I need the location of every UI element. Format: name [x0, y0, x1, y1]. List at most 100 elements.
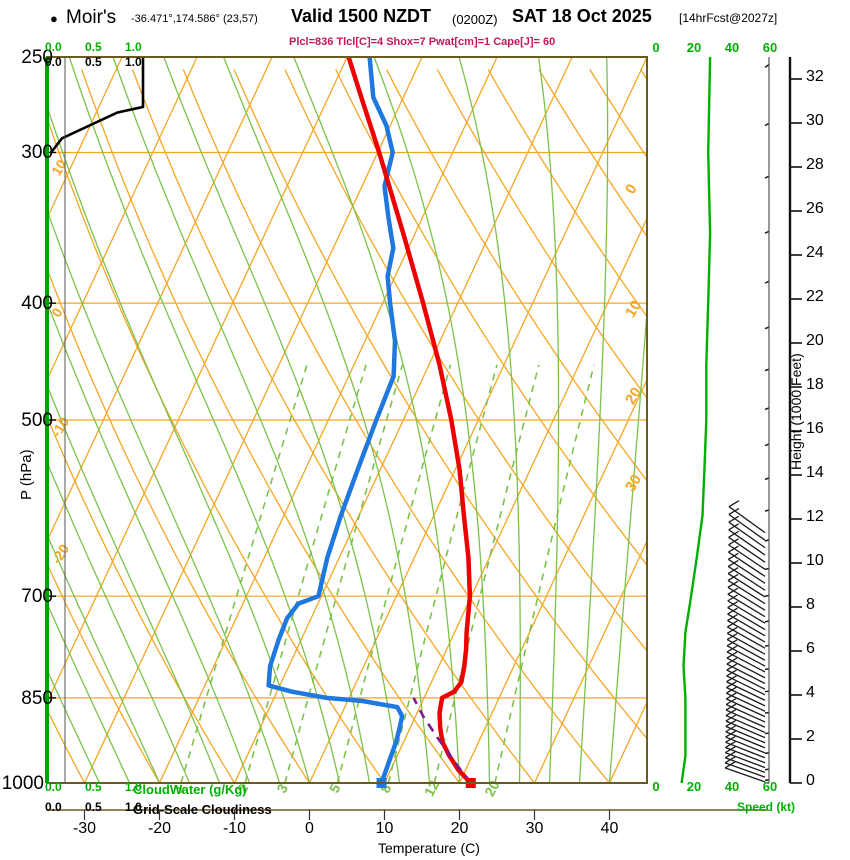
wind-barb: [726, 686, 766, 712]
wind-barb: [726, 651, 766, 679]
wind-barb: [726, 645, 766, 673]
height-axis-title: Height (1000 Feet): [788, 353, 804, 470]
cloudiness-scale-tick: 0.5: [85, 800, 102, 814]
dry-adiabat: [131, 69, 536, 783]
wind-barb: [727, 587, 766, 618]
pressure-tick-label: 1000: [1, 773, 44, 794]
cloudiness-scale-tick: 0.0: [45, 800, 62, 814]
height-tick-label: 14: [806, 464, 824, 481]
wind-speed-profile: [680, 56, 712, 784]
wind-barb: [725, 740, 766, 764]
speed-tick-label-bottom: 40: [724, 779, 740, 794]
wind-barb: [764, 509, 769, 512]
speed-tick-label-bottom: 20: [686, 779, 702, 794]
temperature-tick-label: 0: [305, 820, 314, 837]
height-tick-label: 26: [806, 200, 824, 217]
dry-adiabat: [47, 115, 386, 783]
cloudiness-scale-tick: 1.0: [125, 800, 142, 814]
temperature-tick-label: -10: [222, 820, 247, 837]
wind-barbs: [724, 63, 769, 783]
wind-barb: [764, 752, 769, 755]
dry-adiabat: [47, 561, 161, 783]
temperature-tick-label: 30: [525, 820, 544, 837]
wind-barb: [764, 668, 769, 671]
wind-barb: [764, 732, 769, 735]
axis-ticks: [83, 78, 802, 820]
wind-barb: [724, 751, 766, 774]
height-tick-label: 28: [806, 156, 824, 173]
wind-barb: [727, 580, 766, 611]
moist-adiabat: [608, 302, 647, 783]
plot-frame: [45, 56, 792, 811]
pressure-axis-title: P (hPa): [18, 449, 35, 500]
station-coordinates: -36.471°,174.586° (23,57): [131, 13, 258, 25]
speed-profile-line: [680, 56, 712, 784]
pressure-tick-label: 400: [21, 293, 53, 315]
isotherm: [533, 539, 647, 783]
wind-barb: [725, 719, 766, 744]
speed-tick-label-bottom: 60: [762, 779, 778, 794]
isotherm: [47, 57, 198, 382]
cloudiness-trace-line: [49, 57, 145, 154]
wind-barb: [727, 620, 766, 649]
isotherm-label: 20: [622, 384, 645, 407]
wind-barb: [764, 644, 769, 647]
moist-adiabat: [68, 57, 341, 783]
wind-barb: [725, 725, 766, 749]
dry-adiabat: [47, 266, 311, 783]
moist-adiabat: [373, 57, 491, 783]
height-tick-label: 32: [806, 68, 824, 85]
speed-axis-title: Speed (kt): [737, 800, 796, 814]
wind-barb: [764, 690, 769, 693]
pressure-tick-label: 700: [21, 586, 53, 608]
isotherm-label: 30: [622, 472, 645, 495]
mixing-ratio-line: [180, 364, 308, 783]
dry-adiabat: [182, 69, 611, 783]
cloudiness-legend-label: Grid-Scale Cloudiness: [133, 802, 272, 817]
moist-adiabat: [47, 300, 251, 783]
mixing-ratio-line: [387, 364, 498, 783]
temperature-tick-label: -20: [147, 820, 172, 837]
cloudwater-scale-tick: 1.0: [125, 40, 142, 54]
temperature-tick-label: 20: [450, 820, 469, 837]
isotherm-label: 10: [622, 297, 645, 320]
moist-adiabat: [578, 57, 609, 783]
valid-time-utc: (0200Z): [452, 12, 498, 27]
station-name: Moir's: [66, 7, 117, 28]
speed-tick-label-top: 20: [686, 40, 702, 55]
dry-adiabat: [385, 69, 647, 482]
cloudwater-scale-tick: 0.5: [85, 40, 102, 54]
wind-barb: [725, 692, 766, 718]
moist-adiabat: [537, 57, 560, 783]
wind-barb: [764, 326, 769, 330]
dry-adiabat: [335, 69, 647, 567]
dry-adiabat: [81, 69, 461, 783]
wind-barb: [724, 746, 766, 769]
dry-adiabat: [436, 69, 647, 399]
isotherm: [47, 57, 123, 221]
dry-adiabat: [47, 415, 236, 783]
mixing-ratio-label: 12: [421, 778, 443, 799]
isotherm-label: 0: [622, 181, 641, 197]
cloudiness-scale-tick: 1.0: [125, 55, 142, 69]
wind-barb: [764, 594, 769, 597]
dewpoint-trace: [266, 57, 405, 783]
mixing-ratio-label: 20: [481, 778, 503, 799]
cloudiness-trace: [49, 57, 145, 154]
wind-barb: [726, 657, 766, 685]
cloudiness-scale-tick: 0.5: [85, 55, 102, 69]
moist-adiabat: [47, 208, 281, 783]
height-tick-label: 16: [806, 420, 824, 437]
mixing-ratio-line: [244, 364, 367, 783]
pressure-tick-label: 850: [21, 687, 53, 709]
wind-barb: [727, 600, 766, 631]
wind-barb: [727, 607, 766, 637]
sounding-traces: [266, 57, 474, 783]
valid-date: SAT 18 Oct 2025: [512, 6, 652, 26]
height-tick-label: 4: [806, 684, 815, 701]
wind-barb: [726, 633, 766, 661]
dry-adiabat: [233, 69, 647, 740]
sounding-indices: Plcl=836 Tlcl[C]=4 Shox=7 Pwat[cm]=1 Cap…: [289, 36, 556, 48]
temperature-tick-label: 40: [600, 820, 619, 837]
